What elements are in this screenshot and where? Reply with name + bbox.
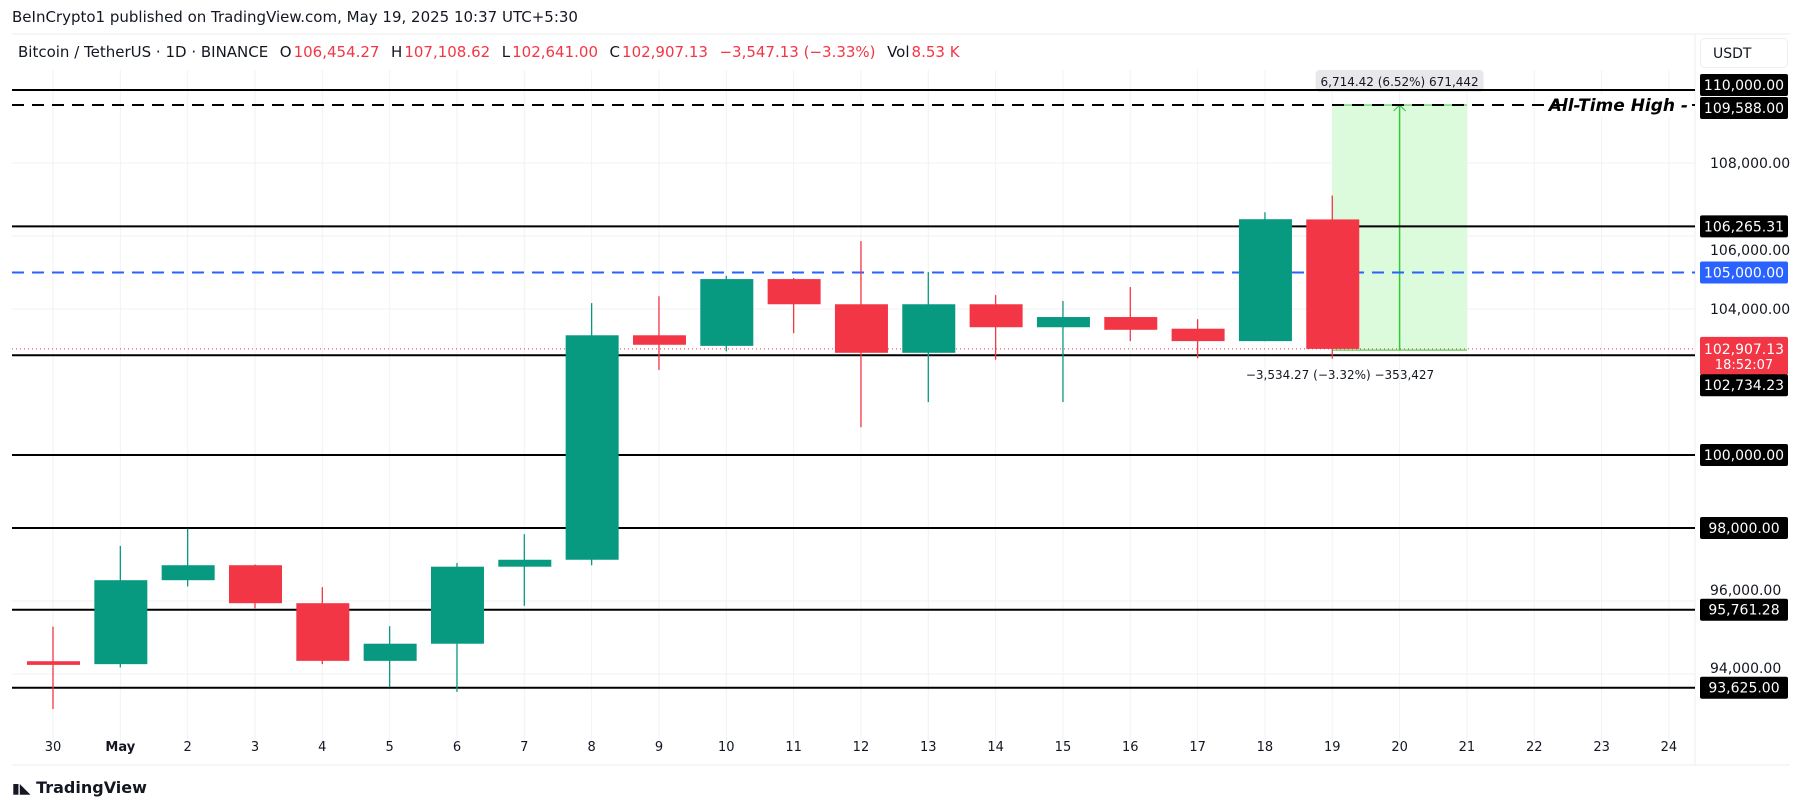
candle-body	[228, 565, 282, 604]
candle-body	[363, 643, 417, 661]
candle-body	[1238, 219, 1292, 342]
tradingview-logo[interactable]: ▮◣ TradingView	[12, 778, 147, 797]
volume-value: 8.53 K	[911, 43, 960, 61]
currency-button[interactable]: USDT	[1700, 38, 1788, 68]
candle-body	[1306, 219, 1360, 349]
x-tick-label: 8	[587, 740, 595, 755]
level-price-label: 102,734.23	[1704, 378, 1784, 394]
x-tick-label: 11	[785, 740, 802, 755]
y-tick-label: 94,000.00	[1710, 661, 1781, 677]
candle-body	[632, 335, 686, 345]
symbol-legend: Bitcoin / TetherUS · 1D · BINANCE O 106,4…	[18, 43, 962, 61]
last-price-label: 102,907.13	[1704, 342, 1784, 358]
candle-body	[430, 566, 484, 644]
x-tick-label: 18	[1257, 740, 1274, 755]
x-tick-label: 16	[1122, 740, 1139, 755]
x-tick-label: 14	[987, 740, 1004, 755]
annotation-bg	[1570, 94, 1690, 117]
level-price-label-bg	[1700, 261, 1788, 284]
candle-body	[94, 580, 148, 665]
candle-body	[161, 565, 215, 581]
candle-body	[969, 304, 1023, 328]
x-tick-label: 4	[318, 740, 326, 755]
level-price-label-bg	[1700, 444, 1788, 466]
open-label: O	[279, 43, 292, 61]
x-tick-label: 22	[1526, 740, 1543, 755]
candle-body	[296, 603, 350, 661]
measure-note: −3,534.27 (−3.32%) −353,427	[1246, 368, 1434, 382]
candle-body	[767, 279, 821, 305]
symbol-title[interactable]: Bitcoin / TetherUS · 1D · BINANCE	[18, 43, 269, 61]
level-price-label-bg	[1700, 676, 1788, 699]
level-price-label: 105,000.00	[1704, 266, 1784, 282]
x-tick-label: 10	[718, 740, 735, 755]
x-tick-label: 15	[1055, 740, 1072, 755]
x-tick-label: 17	[1189, 740, 1206, 755]
x-tick-label: 24	[1661, 740, 1678, 755]
x-tick-label: 6	[453, 740, 461, 755]
x-tick-label: 23	[1593, 740, 1610, 755]
x-tick-label: 7	[520, 740, 528, 755]
candle-body	[498, 559, 552, 567]
measure-label-box	[1315, 70, 1484, 93]
x-tick-label: 12	[853, 740, 870, 755]
candle-body	[1104, 317, 1158, 330]
brand-name: TradingView	[36, 778, 147, 797]
candle-body	[1171, 328, 1225, 342]
candle-body	[27, 661, 80, 665]
y-tick-label: 104,000.00	[1710, 302, 1790, 318]
high-label: H	[391, 43, 403, 61]
x-tick-label: 20	[1391, 740, 1408, 755]
y-tick-label: 96,000.00	[1710, 583, 1781, 599]
change-value: −3,547.13 (−3.33%)	[719, 43, 876, 61]
level-price-label-bg	[1700, 215, 1788, 238]
volume-label: Vol	[887, 43, 910, 61]
candle-body	[902, 304, 956, 353]
low-label: L	[501, 43, 511, 61]
candle-body	[700, 279, 754, 346]
published-caption: BeInCrypto1 published on TradingView.com…	[12, 8, 578, 26]
level-price-label-bg	[1700, 517, 1788, 539]
level-price-label: 110,000.00	[1704, 78, 1784, 94]
tv-logo-icon: ▮◣	[12, 781, 31, 797]
x-tick-label: 19	[1324, 740, 1341, 755]
close-value: 102,907.13	[622, 43, 708, 61]
measure-label: 6,714.42 (6.52%) 671,442	[1321, 75, 1479, 89]
x-tick-label: May	[105, 740, 135, 755]
close-label: C	[609, 43, 621, 61]
bar-countdown: 18:52:07	[1715, 358, 1773, 373]
level-price-label-bg	[1700, 74, 1788, 96]
candle-body	[834, 304, 888, 353]
candle-body	[1036, 317, 1090, 328]
all-time-high-label: All-Time High -	[1547, 96, 1688, 116]
candle-body	[565, 335, 619, 560]
level-price-label: 95,761.28	[1708, 603, 1779, 619]
x-tick-label: 3	[251, 740, 259, 755]
x-tick-label: 30	[45, 740, 62, 755]
level-price-label: 106,265.31	[1704, 219, 1784, 235]
last-price-tag-bg	[1700, 336, 1788, 375]
x-tick-label: 13	[920, 740, 937, 755]
y-tick-label: 108,000.00	[1710, 156, 1790, 172]
level-price-label: 109,588.00	[1704, 101, 1784, 117]
level-price-label-bg	[1700, 97, 1788, 120]
x-tick-label: 9	[655, 740, 663, 755]
open-value: 106,454.27	[293, 43, 380, 61]
x-tick-label: 5	[386, 740, 394, 755]
level-price-label-bg	[1700, 598, 1788, 621]
low-value: 102,641.00	[512, 43, 598, 61]
x-tick-label: 21	[1459, 740, 1476, 755]
high-value: 107,108.62	[404, 43, 491, 61]
level-price-label: 100,000.00	[1704, 448, 1784, 464]
level-price-label: 98,000.00	[1708, 521, 1779, 537]
level-price-label: 93,625.00	[1708, 681, 1779, 697]
level-price-label-bg	[1700, 374, 1788, 397]
x-tick-label: 2	[184, 740, 192, 755]
y-tick-label: 106,000.00	[1710, 243, 1790, 259]
